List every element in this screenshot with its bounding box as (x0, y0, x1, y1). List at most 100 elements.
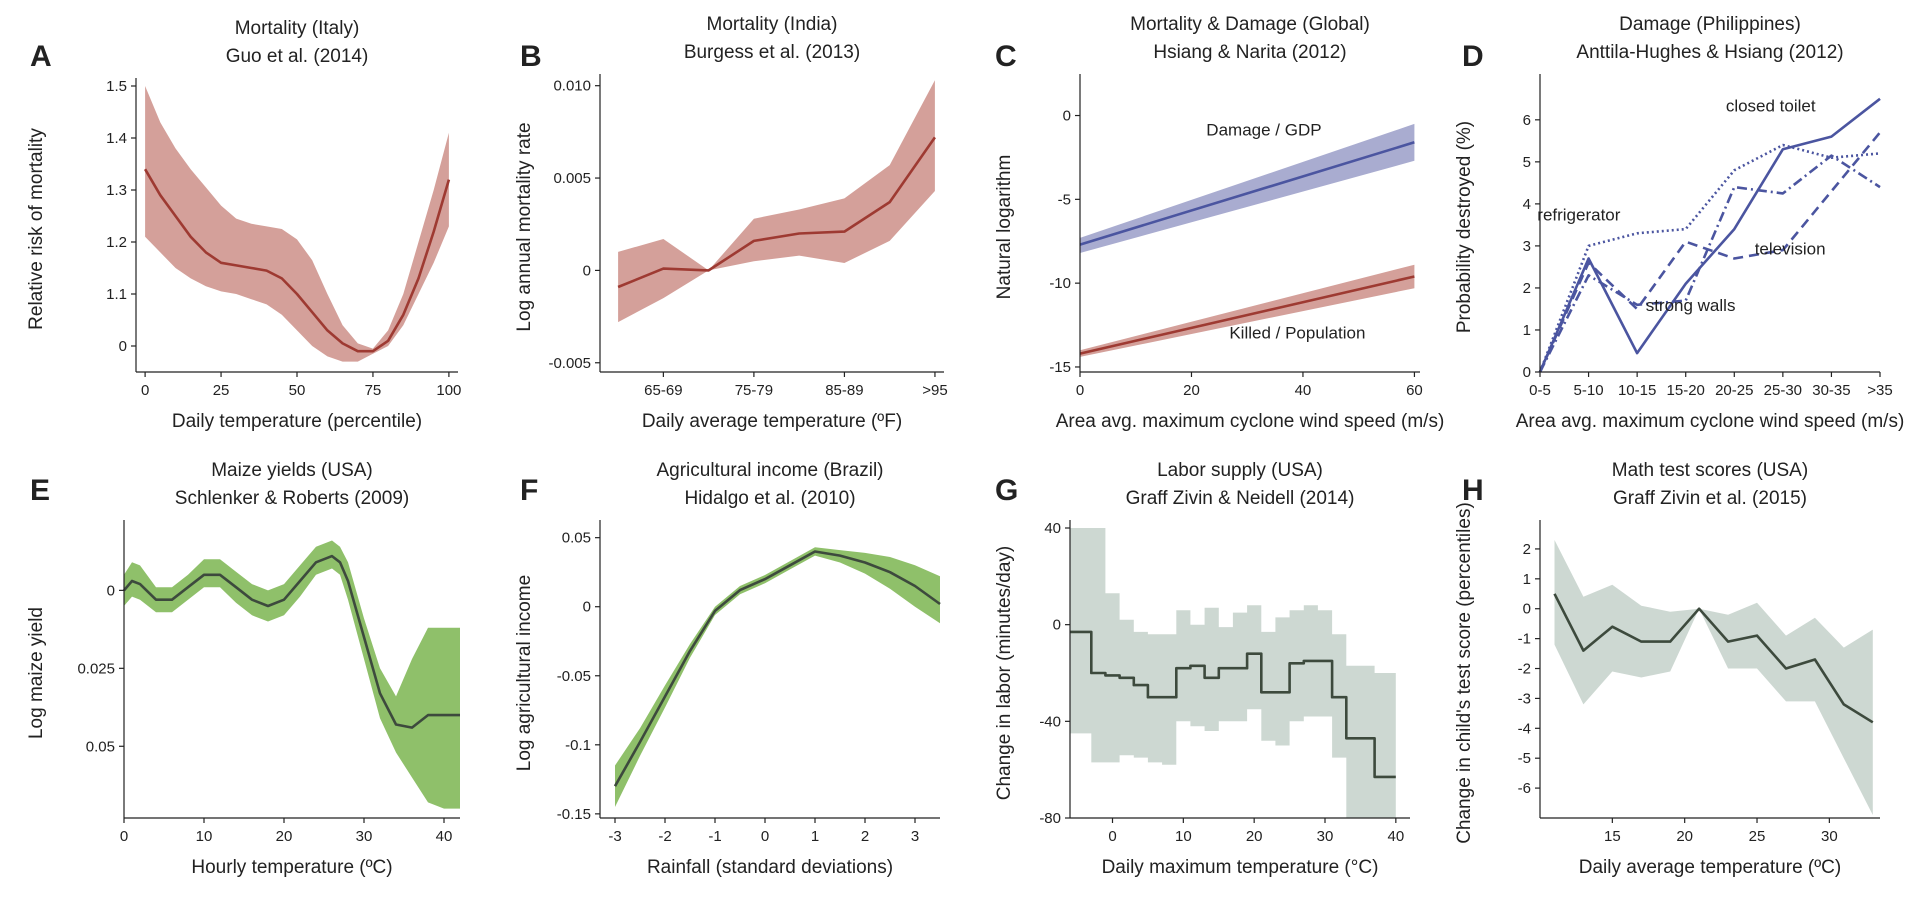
x-tick-label: 10 (196, 828, 213, 845)
confidence-band-damage-gdp (1080, 123, 1415, 254)
x-tick-label: 100 (436, 382, 461, 399)
chart-panel-b: B Mortality (India) Burgess et al. (2013) 6… (514, 14, 948, 432)
panel-label: H (1462, 474, 1484, 507)
y-tick-label: 0 (583, 262, 591, 279)
y-tick-label: 0 (1523, 364, 1531, 381)
x-axis-label: Area avg. maximum cyclone wind speed (m/… (1056, 411, 1445, 432)
chart-panel-h: H Math test scores (USA) Graff Zivin et al… (1454, 460, 1880, 878)
x-tick-label: 30 (356, 828, 373, 845)
panel-label: B (520, 40, 542, 73)
panel-label: A (30, 40, 52, 73)
chart-panel-g: G Labor supply (USA) Graff Zivin & Neidell… (994, 460, 1410, 878)
y-axis-label: Change in child's test score (percentile… (1454, 502, 1475, 844)
y-tick-label: 1 (1523, 322, 1531, 339)
x-tick-label: 0 (120, 828, 128, 845)
chart-subtitle: Burgess et al. (2013) (684, 42, 860, 63)
x-tick-label: 0 (761, 828, 769, 845)
panel-label: F (520, 474, 538, 507)
chart-subtitle: Graff Zivin & Neidell (2014) (1126, 488, 1355, 509)
chart-title: Mortality (India) (707, 14, 838, 35)
x-axis-label: Daily average temperature (ºC) (1579, 857, 1841, 878)
series-annotation: closed toilet (1726, 96, 1816, 115)
y-tick-label: -5 (1518, 750, 1531, 767)
x-tick-label: 25 (213, 382, 230, 399)
x-tick-label: 30-35 (1812, 382, 1850, 399)
chart-panel-e: E Maize yields (USA) Schlenker & Roberts (… (26, 460, 460, 878)
panel-label: G (995, 474, 1018, 507)
x-tick-label: -1 (708, 828, 721, 845)
y-tick-label: 1.5 (106, 78, 127, 95)
x-tick-label: -2 (658, 828, 671, 845)
x-tick-label: 20 (1183, 382, 1200, 399)
x-tick-label: 0-5 (1529, 382, 1551, 399)
series-line-0 (617, 136, 936, 289)
y-axis-label: Log annual mortality rate (514, 122, 535, 331)
series-line-television (1538, 131, 1882, 373)
y-tick-label: 4 (1523, 196, 1531, 213)
chart-title: Damage (Philippines) (1619, 14, 1801, 35)
confidence-band-0 (145, 86, 449, 362)
y-tick-label: -4 (1518, 720, 1531, 737)
x-tick-label: 25 (1749, 828, 1766, 845)
y-tick-label: 0.010 (553, 78, 591, 95)
x-tick-label: 0 (1076, 382, 1084, 399)
x-tick-label: 0 (1108, 828, 1116, 845)
x-axis-label: Area avg. maximum cyclone wind speed (m/… (1516, 411, 1905, 432)
x-tick-label: >95 (922, 382, 947, 399)
chart-title: Mortality (Italy) (235, 18, 360, 39)
y-tick-label: -3 (1518, 690, 1531, 707)
y-tick-label: 0 (1053, 617, 1061, 634)
y-tick-label: 0.005 (553, 170, 591, 187)
chart-title: Labor supply (USA) (1157, 460, 1323, 481)
y-tick-label: 0 (1063, 108, 1071, 125)
y-tick-label: -0.005 (548, 355, 591, 372)
y-axis-label: Relative risk of mortality (26, 128, 47, 330)
x-tick-label: 20 (1246, 828, 1263, 845)
x-tick-label: 20 (1676, 828, 1693, 845)
y-tick-label: 1 (1523, 571, 1531, 588)
confidence-band-0 (615, 547, 940, 807)
x-tick-label: 40 (1295, 382, 1312, 399)
x-tick-label: 30 (1821, 828, 1838, 845)
y-tick-label: 0 (1523, 601, 1531, 618)
series-line-0 (1553, 593, 1874, 724)
chart-subtitle: Guo et al. (2014) (226, 46, 369, 67)
series-line-refrigerator (1538, 143, 1881, 373)
series-line-0 (143, 168, 451, 353)
confidence-band-0 (1070, 528, 1396, 818)
series-line-0 (613, 550, 941, 787)
x-tick-label: 75-79 (735, 382, 773, 399)
chart-subtitle: Hsiang & Narita (2012) (1153, 42, 1346, 63)
y-tick-label: -0.15 (557, 806, 591, 823)
x-tick-label: 15 (1604, 828, 1621, 845)
x-tick-label: 75 (365, 382, 382, 399)
y-tick-label: 1.2 (106, 234, 127, 251)
chart-subtitle: Anttila-Hughes & Hsiang (2012) (1576, 42, 1843, 63)
x-tick-label: 10 (1175, 828, 1192, 845)
x-tick-label: 1 (811, 828, 819, 845)
y-tick-label: 0 (107, 582, 115, 599)
series-annotation: strong walls (1646, 296, 1736, 315)
series-annotation: Killed / Population (1229, 323, 1365, 342)
x-tick-label: 15-20 (1667, 382, 1705, 399)
x-tick-label: 2 (861, 828, 869, 845)
x-tick-label: 40 (436, 828, 453, 845)
y-tick-label: -40 (1039, 713, 1061, 730)
y-axis-label: Change in labor (minutes/day) (994, 546, 1015, 801)
y-tick-label: 0 (119, 338, 127, 355)
confidence-band-0 (124, 540, 460, 809)
y-tick-label: 0.05 (562, 530, 591, 547)
x-tick-label: 3 (911, 828, 919, 845)
y-tick-label: 40 (1044, 520, 1061, 537)
x-tick-label: 85-89 (825, 382, 863, 399)
y-tick-label: 6 (1523, 112, 1531, 129)
series-line-0 (1070, 630, 1396, 779)
y-tick-label: 2 (1523, 541, 1531, 558)
x-tick-label: 65-69 (644, 382, 682, 399)
panel-label: D (1462, 40, 1484, 73)
y-tick-label: -1 (1518, 631, 1531, 648)
y-tick-label: 3 (1523, 238, 1531, 255)
confidence-band-0 (618, 80, 935, 323)
